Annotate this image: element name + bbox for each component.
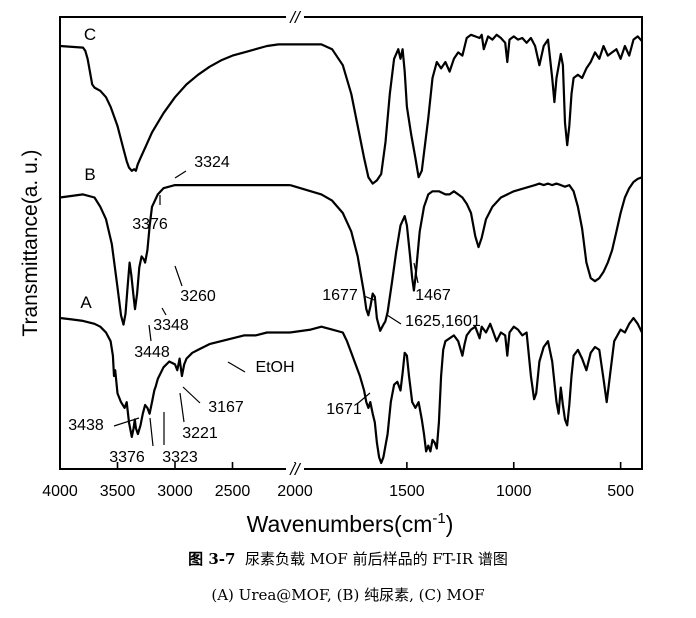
axis-break-gap: [286, 11, 304, 23]
series-a: A: [59, 293, 643, 465]
annotation-label: 3323: [162, 449, 198, 466]
annotation-label: 3438: [68, 417, 104, 434]
x-tick-label: 2000: [277, 483, 313, 500]
annotation-label: 1467: [415, 287, 451, 304]
x-axis-label-sup: -1: [432, 510, 445, 527]
x-tick-label: 4000: [42, 483, 78, 500]
peak-annotation: EtOH: [227, 359, 295, 376]
peak-annotation: 3348: [153, 307, 189, 334]
x-axis-label: Wavenumbers(cm-1): [247, 510, 454, 537]
series-label-a: A: [80, 293, 92, 312]
annotation-label: EtOH: [255, 359, 294, 376]
ticks-layer: 4000 3500 3000 2500 2000 1500 1000 500 // //: [42, 8, 634, 500]
x-tick-label: 500: [607, 483, 634, 500]
x-tick-label: 3000: [157, 483, 193, 500]
annotation-leader: [363, 295, 375, 301]
annotation-leader: [179, 392, 185, 423]
annotation-leader: [174, 265, 183, 287]
series-c-line-fingerprint: [290, 33, 643, 185]
annotation-leader: [174, 170, 187, 179]
series-a-line-fingerprint: [289, 316, 643, 465]
series-layer: C B A: [59, 25, 643, 465]
peak-annotation: 3438: [68, 417, 140, 434]
peak-annotation: 3260: [174, 265, 216, 305]
axis-break-mark: //: [289, 8, 302, 27]
series-b: B: [59, 165, 643, 332]
annotation-label: 3167: [208, 399, 244, 416]
x-axis-label-close: ): [446, 511, 454, 537]
peak-annotation: 1625,1601: [386, 313, 481, 330]
x-tick-label: 1000: [496, 483, 532, 500]
annotation-leader: [227, 361, 246, 373]
peak-annotation: 3448: [134, 324, 170, 361]
annotation-leader: [182, 386, 201, 404]
annotation-label: 3221: [182, 425, 218, 442]
annotation-label: 1677: [322, 287, 358, 304]
peak-annotation: 3221: [179, 392, 218, 442]
series-label-c: C: [84, 25, 96, 44]
peak-annotation: 3167: [182, 386, 244, 416]
annotation-label: 3376: [109, 449, 145, 466]
series-b-line-high: [59, 184, 290, 326]
series-a-line-high: [59, 316, 290, 438]
series-b-line-fingerprint: [289, 176, 643, 332]
annotation-label: 3376: [132, 216, 168, 233]
peak-annotation: 3323: [162, 412, 198, 466]
annotation-leader: [356, 392, 371, 405]
series-c: C: [59, 25, 643, 185]
axis-break-mark: //: [289, 460, 302, 479]
series-c-line-high: [59, 43, 290, 172]
annotation-leader: [113, 417, 140, 427]
x-tick-label: 2500: [215, 483, 251, 500]
peak-annotation: 1467: [413, 262, 451, 304]
annotation-leader: [148, 324, 152, 342]
peak-annotation: 3376: [109, 417, 154, 466]
annotation-leader: [413, 262, 419, 284]
annotation-leader: [149, 417, 154, 447]
annotation-leader: [386, 314, 402, 325]
axis-break-gap: [286, 463, 304, 475]
peak-annotation: 3324: [174, 154, 230, 179]
peak-annotation: 1671: [326, 392, 371, 418]
annotation-label: 3260: [180, 288, 216, 305]
peak-annotation: 3376: [132, 195, 168, 233]
annotation-layer: 3324 3376 3260 3348 3448 1677 1467 1625,1601 EtO…: [68, 154, 481, 466]
figure-caption: 图 3-7 尿素负载 MOF 前后样品的 FT-IR 谱图: [0, 548, 696, 569]
annotation-label: 3324: [194, 154, 230, 171]
series-label-b: B: [84, 165, 95, 184]
plot-frame: [59, 16, 643, 470]
annotation-leader: [161, 307, 167, 316]
y-axis-label: Transmittance(a. u.): [19, 149, 42, 336]
x-tick-label: 1500: [389, 483, 425, 500]
peak-annotation: 1677: [322, 287, 375, 304]
annotation-label: 1671: [326, 401, 362, 418]
annotation-label: 3348: [153, 317, 189, 334]
figure-number: 图 3-7: [188, 550, 236, 568]
figure-legend-line: (A) Urea@MOF, (B) 纯尿素, (C) MOF: [211, 586, 485, 604]
x-tick-label: 3500: [100, 483, 136, 500]
annotation-label: 1625,1601: [405, 313, 481, 330]
figure-title: 尿素负载 MOF 前后样品的 FT-IR 谱图: [244, 550, 508, 568]
annotation-label: 3448: [134, 344, 170, 361]
x-axis-label-main: Wavenumbers(cm: [247, 511, 433, 537]
